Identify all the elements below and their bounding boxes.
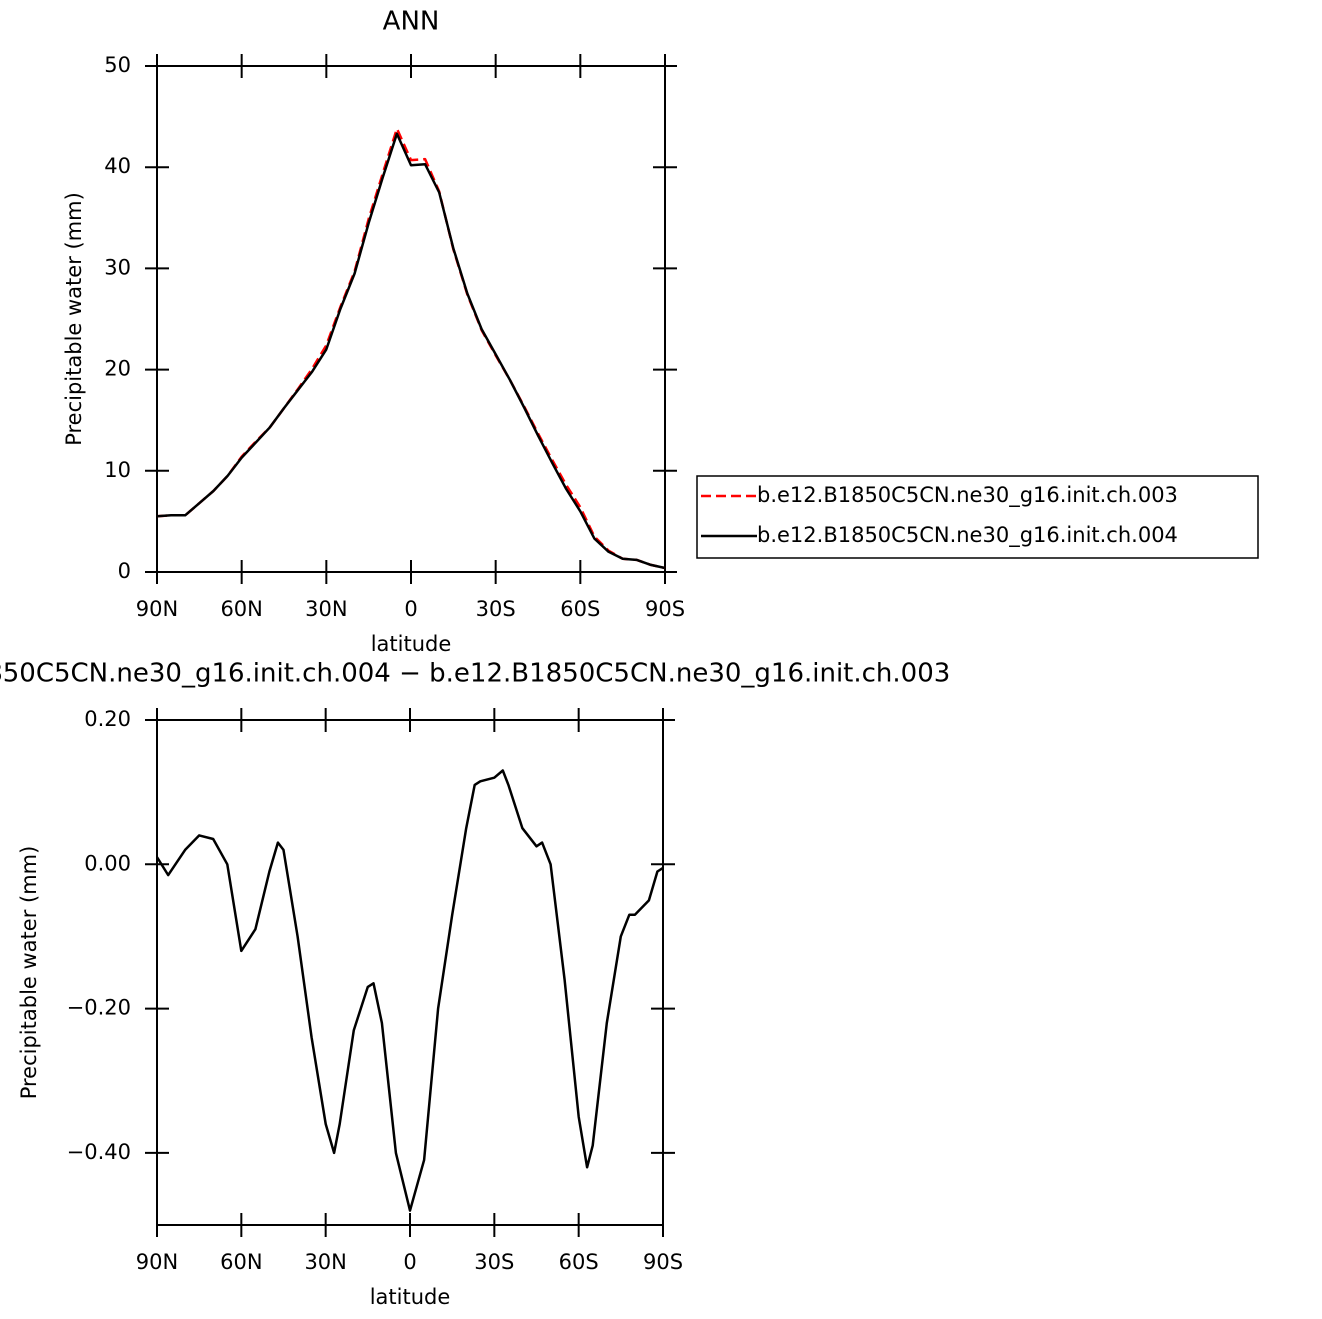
y-tick-label: 30 xyxy=(104,255,131,279)
x-tick-label: 90S xyxy=(643,1250,683,1274)
data-line xyxy=(155,769,664,1212)
y-tick-label: 50 xyxy=(104,53,131,77)
plot-frame xyxy=(156,719,664,1226)
chart-title: ANN xyxy=(383,7,440,37)
y-tick-label: −0.40 xyxy=(67,1140,131,1164)
x-tick-label: 30N xyxy=(305,597,347,621)
y-tick-label: 0.00 xyxy=(84,851,131,875)
x-tick-label: 30S xyxy=(476,597,516,621)
x-tick-label: 60S xyxy=(560,597,600,621)
data-line xyxy=(156,127,666,570)
x-tick-label: 0 xyxy=(403,1250,416,1274)
x-axis-label: latitude xyxy=(371,632,452,656)
legend-box xyxy=(696,475,1259,559)
chart-title: b.e12.B1850C5CN.ne30_g16.init.ch.004 − b… xyxy=(0,659,950,689)
x-tick-label: 60N xyxy=(220,597,262,621)
x-tick-label: 0 xyxy=(404,597,417,621)
x-tick-label: 90N xyxy=(136,597,178,621)
legend-label: b.e12.B1850C5CN.ne30_g16.init.ch.004 xyxy=(757,523,1178,548)
legend-label: b.e12.B1850C5CN.ne30_g16.init.ch.003 xyxy=(757,483,1178,508)
y-tick-label: 0 xyxy=(118,559,131,583)
x-tick-label: 90S xyxy=(645,597,685,621)
x-axis-label: latitude xyxy=(370,1285,451,1309)
x-tick-label: 60N xyxy=(220,1250,262,1274)
x-tick-label: 60S xyxy=(559,1250,599,1274)
y-tick-label: −0.20 xyxy=(67,996,131,1020)
y-tick-label: 20 xyxy=(104,357,131,381)
y-tick-label: 40 xyxy=(104,154,131,178)
y-axis-label: Precipitable water (mm) xyxy=(17,846,41,1100)
plot-frame xyxy=(156,65,666,573)
x-tick-label: 90N xyxy=(136,1250,178,1274)
x-tick-label: 30N xyxy=(304,1250,346,1274)
x-tick-label: 30S xyxy=(474,1250,514,1274)
y-tick-label: 10 xyxy=(104,458,131,482)
data-line xyxy=(156,132,666,570)
y-axis-label: Precipitable water (mm) xyxy=(62,192,86,446)
y-tick-label: 0.20 xyxy=(84,707,131,731)
